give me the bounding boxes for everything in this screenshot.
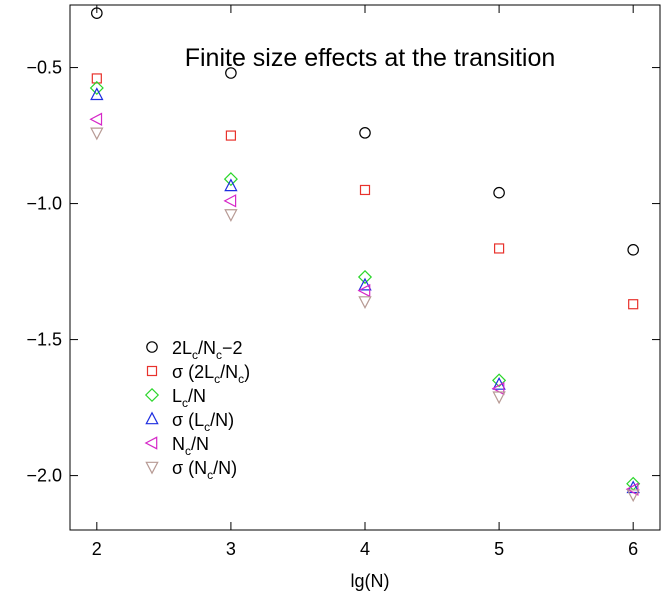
data-point: [224, 209, 238, 222]
x-tick-label: 4: [360, 539, 370, 559]
x-tick-label: 6: [628, 539, 638, 559]
data-point: [91, 7, 103, 19]
data-point: [89, 112, 103, 126]
legend: 2Lc/Nc−2σ (2Lc/Nc)Lc/Nσ (Lc/N)Nc/Nσ (Nc/…: [144, 338, 250, 482]
y-tick-label: −1.0: [26, 194, 62, 214]
plot-frame: [69, 4, 661, 531]
y-tick-label: −2.0: [26, 466, 62, 486]
legend-marker: [145, 411, 159, 425]
data-point: [492, 373, 507, 388]
tick-labels: 2 3 4 5 6 −0.5 −1.0 −1.5 −2.0: [26, 58, 638, 559]
data-points: [89, 7, 641, 503]
data-point: [357, 269, 373, 285]
data-point: [359, 184, 371, 196]
data-point: [223, 172, 238, 187]
data-point: [493, 186, 505, 199]
data-point: [358, 296, 372, 309]
data-point: [359, 127, 371, 139]
x-tick-label: 2: [92, 539, 102, 559]
legend-label: σ (Lc/N): [172, 410, 234, 434]
legend-label: σ (Nc/N): [172, 458, 237, 482]
data-point: [491, 381, 505, 396]
data-point: [224, 178, 238, 192]
y-tick-label: −1.5: [26, 330, 62, 350]
data-point: [90, 127, 104, 141]
legend-marker: [146, 341, 158, 353]
data-point: [89, 80, 104, 96]
data-point: [357, 283, 371, 298]
legend-label: 2Lc/Nc−2: [172, 338, 243, 362]
data-point: [225, 130, 237, 141]
legend-label: σ (2Lc/Nc): [172, 362, 250, 386]
data-point: [625, 482, 639, 496]
data-point: [223, 194, 237, 208]
legend-label: Lc/N: [172, 386, 206, 410]
axis-ticks: [70, 5, 660, 530]
x-tick-label: 3: [226, 539, 236, 559]
data-point: [492, 391, 506, 405]
y-tick-label: −0.5: [26, 58, 62, 78]
legend-marker: [144, 436, 158, 450]
legend-marker: [144, 387, 160, 403]
legend-label: Nc/N: [172, 434, 209, 458]
legend-marker: [146, 365, 158, 377]
x-axis-label: lg(N): [351, 571, 390, 591]
data-point: [627, 244, 639, 256]
x-tick-label: 5: [494, 539, 504, 559]
data-point: [91, 73, 102, 84]
data-point: [493, 243, 505, 254]
data-point: [358, 277, 372, 291]
legend-marker: [145, 461, 159, 475]
data-point: [225, 67, 237, 79]
chart-title: Finite size effects at the transition: [185, 44, 556, 72]
data-point: [626, 489, 640, 503]
data-point: [90, 87, 104, 101]
data-point: [628, 299, 639, 310]
